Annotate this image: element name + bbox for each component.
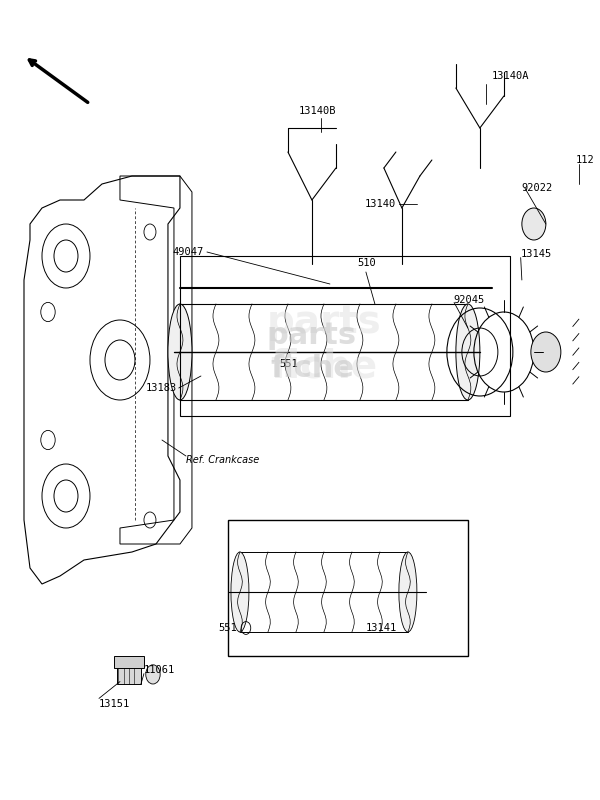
Text: 13145: 13145: [521, 250, 552, 259]
Ellipse shape: [231, 552, 249, 632]
Text: 13183: 13183: [146, 383, 177, 393]
Ellipse shape: [168, 304, 192, 400]
Circle shape: [522, 208, 546, 240]
Text: 13140A: 13140A: [492, 71, 529, 81]
Text: 13141: 13141: [366, 623, 397, 633]
Text: parts
fiche: parts fiche: [266, 303, 381, 385]
Bar: [228, 520, 468, 656]
Ellipse shape: [456, 304, 480, 400]
Bar: [114, 656, 144, 668]
Text: 92022: 92022: [522, 183, 553, 193]
Ellipse shape: [399, 552, 417, 632]
Text: 49047: 49047: [173, 247, 204, 257]
Bar: [240, 552, 408, 632]
Text: 551: 551: [279, 359, 298, 369]
Circle shape: [531, 332, 561, 372]
Text: parts
fiche: parts fiche: [267, 321, 357, 383]
Text: 92045: 92045: [453, 295, 484, 305]
Text: 112: 112: [576, 155, 595, 165]
Text: 11061: 11061: [144, 665, 175, 674]
Bar: [180, 256, 510, 416]
Circle shape: [146, 665, 160, 684]
Text: 13140B: 13140B: [299, 106, 337, 116]
Text: 510: 510: [357, 258, 376, 268]
Bar: [117, 664, 141, 684]
Text: 551: 551: [218, 623, 237, 633]
Text: 13151: 13151: [99, 699, 130, 709]
Text: 13140: 13140: [365, 199, 396, 209]
Text: Ref. Crankcase: Ref. Crankcase: [186, 455, 259, 465]
Bar: [180, 304, 468, 400]
